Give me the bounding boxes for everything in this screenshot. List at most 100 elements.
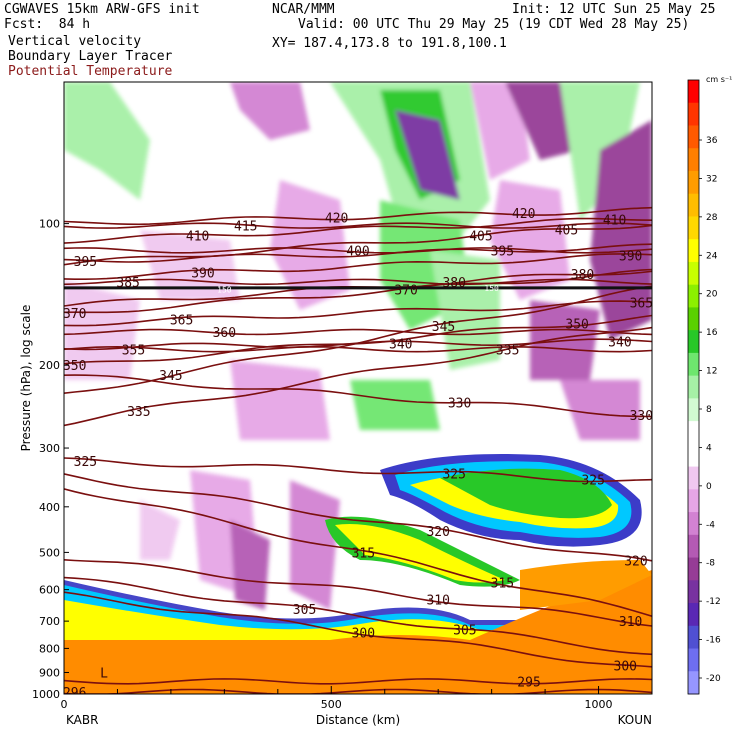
isentrope-315 xyxy=(64,488,652,617)
field-boundary-layer-tracer: Boundary Layer Tracer xyxy=(8,49,173,64)
isentrope-415 xyxy=(64,222,652,229)
isentrope-400 xyxy=(64,247,652,254)
y-axis-label: Pressure (hPa), log scale xyxy=(19,305,33,452)
isentrope-label: 405 xyxy=(555,224,578,239)
isentrope-420 xyxy=(64,206,652,226)
colorbar-swatch xyxy=(688,261,699,286)
init-time: Init: 12 UTC Sun 25 May 25 xyxy=(512,2,716,17)
isentrope-405 xyxy=(64,224,652,266)
colorbar-swatch xyxy=(688,398,699,422)
isentrope-410 xyxy=(64,217,652,244)
isentrope-360 xyxy=(64,328,652,336)
colorbar-swatch xyxy=(688,148,699,172)
isentrope-310 xyxy=(64,559,652,627)
colorbar-units: cm s⁻¹ xyxy=(706,75,732,84)
colorbar-swatch xyxy=(688,534,699,559)
colorbar-swatch xyxy=(688,352,699,377)
isentrope-label: 310 xyxy=(619,615,642,630)
isentrope-label: 350 xyxy=(565,317,588,332)
field-vertical-velocity: Vertical velocity xyxy=(8,34,142,49)
y-tick-label: 100 xyxy=(39,218,60,231)
y-tick-label: 1000 xyxy=(32,688,60,701)
isentrope-385 xyxy=(64,278,652,286)
isentrope-320 xyxy=(64,473,652,562)
isentrope-label: 385 xyxy=(116,276,139,291)
y-tick-label: 700 xyxy=(39,615,60,628)
colorbar-swatch xyxy=(688,170,699,195)
isentrope-label: 325 xyxy=(74,455,97,470)
isentrope-label: 415 xyxy=(234,220,257,235)
isentrope-label: 320 xyxy=(426,525,449,540)
isentrope-335 xyxy=(64,326,652,427)
isentrope-label: 345 xyxy=(432,320,455,335)
isentrope-label: 330 xyxy=(630,409,653,424)
colorbar-swatch xyxy=(688,580,699,604)
isentrope-label: 325 xyxy=(581,474,604,489)
isentrope-300 xyxy=(64,591,652,668)
colorbar-swatch xyxy=(688,102,699,126)
isentrope-305 xyxy=(64,576,652,656)
colorbar-label: -16 xyxy=(706,636,721,646)
colorbar-swatch xyxy=(688,671,699,695)
colorbar-swatch xyxy=(688,421,699,445)
y-tick-label: 500 xyxy=(39,546,60,559)
isentrope-label: 300 xyxy=(614,660,637,675)
isentrope-330 xyxy=(64,374,652,418)
isentrope-label: 296 xyxy=(63,686,86,701)
y-tick-label: 800 xyxy=(39,642,60,655)
isentrope-label: 395 xyxy=(74,255,97,270)
plot-frame xyxy=(63,81,653,695)
field-potential-temperature: Potential Temperature xyxy=(8,64,173,79)
colorbar-label: 8 xyxy=(706,405,712,415)
isentrope-label: 305 xyxy=(453,624,476,639)
isentrope-label: 360 xyxy=(213,326,236,341)
isentrope-label: 380 xyxy=(442,276,465,291)
colorbar-label: 24 xyxy=(706,251,718,261)
model-title: CGWAVES 15km ARW-GFS init xyxy=(4,2,200,17)
colorbar-swatch xyxy=(688,216,699,240)
isentrope-370 xyxy=(64,268,652,314)
isentrope-label: 380 xyxy=(571,268,594,283)
terrain-label: L xyxy=(100,666,108,681)
isentrope-label: 405 xyxy=(469,230,492,245)
colorbar-swatch xyxy=(688,557,699,581)
colorbar-swatch xyxy=(688,603,699,627)
isentrope-296 xyxy=(64,688,652,694)
x-axis-label: Distance (km) xyxy=(316,713,400,727)
colorbar-label: 12 xyxy=(706,367,717,377)
colorbar-label: -8 xyxy=(706,559,715,569)
forecast-hour: Fcst: 84 h xyxy=(4,17,91,32)
isentrope-label: 395 xyxy=(491,244,514,259)
isentrope-label: 410 xyxy=(603,213,626,228)
isentrope-label: 315 xyxy=(491,577,514,592)
isentrope-label: 295 xyxy=(517,675,540,690)
x-tick-label: 1000 xyxy=(585,698,613,711)
colorbar-label: -4 xyxy=(706,520,715,530)
colorbar-label: -12 xyxy=(706,597,721,607)
y-tick-label: 900 xyxy=(39,666,60,679)
colorbar-label: 36 xyxy=(706,136,718,146)
colorbar-label: 4 xyxy=(706,443,712,453)
right-endpoint-label: KOUN xyxy=(618,713,652,727)
colorbar-swatch xyxy=(688,512,699,536)
x-tick-label: 500 xyxy=(321,698,342,711)
colorbar-swatch xyxy=(688,466,699,490)
colorbar-swatch xyxy=(688,193,699,217)
isentrope-350 xyxy=(64,314,652,365)
colorbar-swatch xyxy=(688,80,699,104)
isentrope-325 xyxy=(64,457,652,483)
colorbar-swatch xyxy=(688,239,699,263)
colorbar-swatch xyxy=(688,330,699,354)
colorbar-swatch xyxy=(688,443,699,468)
isentrope-label: 310 xyxy=(426,594,449,609)
isentrope-label: 365 xyxy=(630,296,653,311)
colorbar-label: 32 xyxy=(706,174,717,184)
colorbar-swatch xyxy=(688,489,699,513)
isentrope-label: 365 xyxy=(170,314,193,329)
colorbar-swatch xyxy=(688,125,699,149)
isentrope-355 xyxy=(64,345,652,353)
colorbar-label: 28 xyxy=(706,213,718,223)
isentrope-label: 340 xyxy=(608,335,631,350)
colorbar-label: -20 xyxy=(706,674,721,684)
